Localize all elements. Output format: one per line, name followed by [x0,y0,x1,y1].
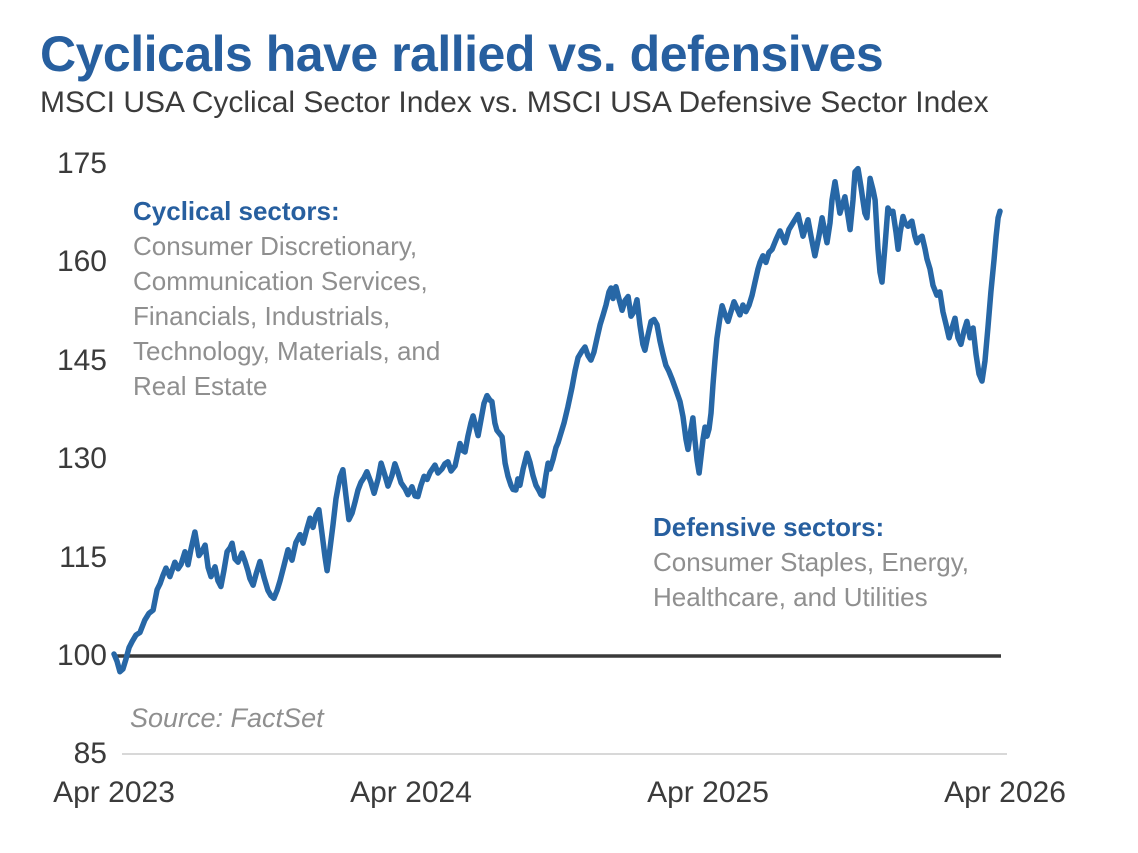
cyclical-sectors-line: Technology, Materials, and [133,336,441,366]
x-tick-label: Apr 2026 [944,776,1066,809]
y-tick-label: 85 [73,737,107,771]
cyclical-sectors-line: Communication Services, [133,266,428,296]
cyclical-sectors-annotation: Cyclical sectors: Consumer Discretionary… [133,194,440,404]
x-tick-label: Apr 2023 [53,776,175,809]
defensive-sectors-line: Healthcare, and Utilities [653,582,928,612]
y-tick-label: 160 [56,245,107,279]
source-note: Source: FactSet [130,703,324,733]
y-tick-label: 130 [56,442,107,476]
x-tick-label: Apr 2024 [350,776,472,809]
cyclical-vs-defensive-line [111,165,1003,675]
chart-subtitle: MSCI USA Cyclical Sector Index vs. MSCI … [40,86,989,119]
cyclical-sectors-heading: Cyclical sectors: [133,196,340,226]
cyclical-sectors-line: Consumer Discretionary, [133,231,418,261]
chart-title: Cyclicals have rallied vs. defensives [40,26,884,82]
cyclical-sectors-line: Real Estate [133,371,268,401]
cyclical-sectors-line: Financials, Industrials, [133,301,391,331]
y-tick-label: 145 [56,343,107,377]
y-tick-label: 175 [56,147,107,180]
y-tick-label: 100 [56,639,107,672]
defensive-sectors-annotation: Defensive sectors: Consumer Staples, Ene… [653,510,969,615]
y-tick-label: 115 [59,540,107,574]
defensive-sectors-line: Consumer Staples, Energy, [653,547,969,577]
x-tick-label: Apr 2025 [647,776,769,809]
defensive-sectors-heading: Defensive sectors: [653,512,885,542]
